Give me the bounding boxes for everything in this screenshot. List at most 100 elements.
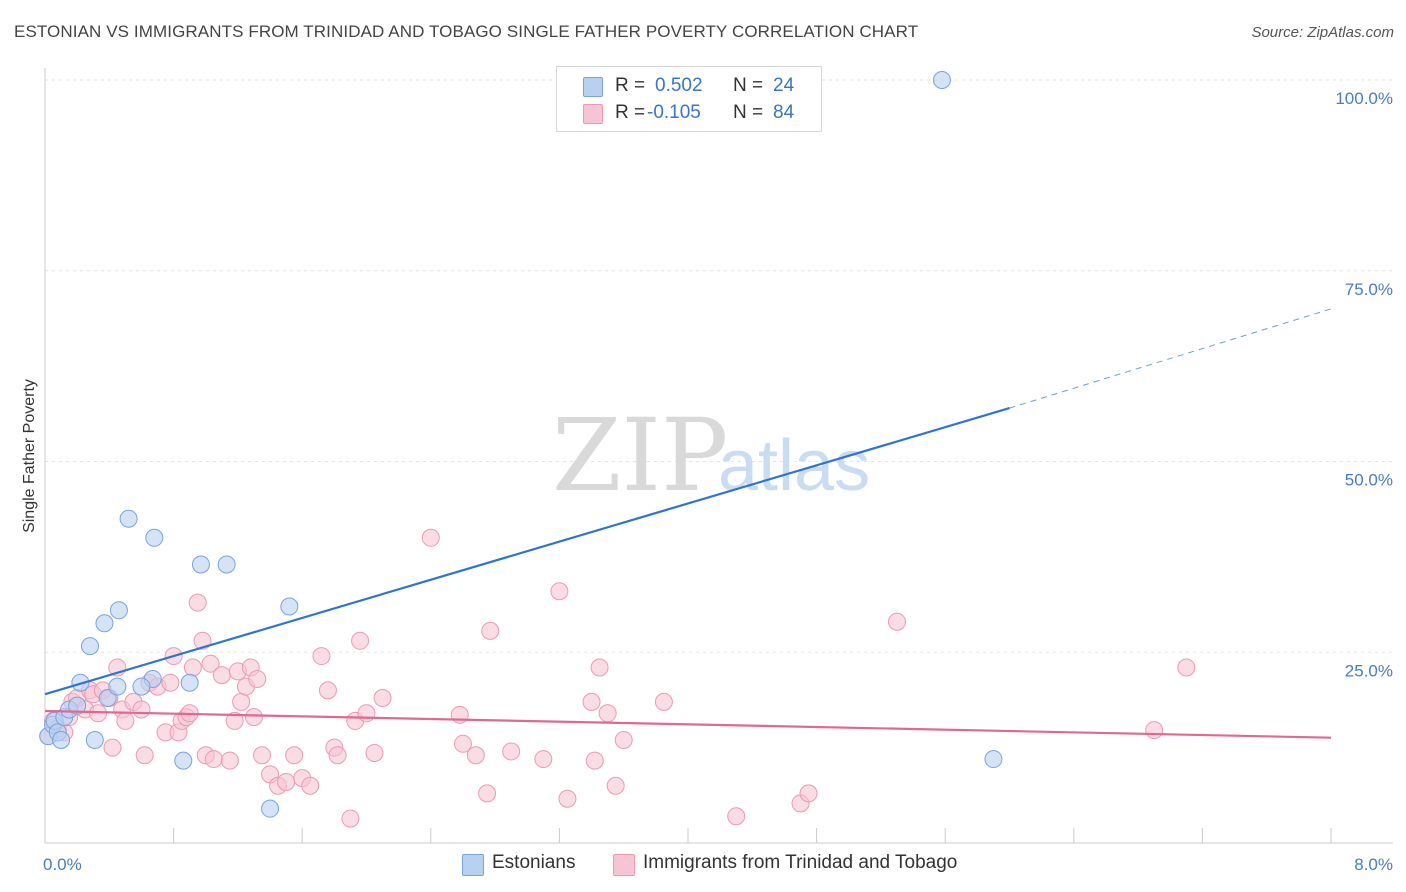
immigrants-point — [328, 746, 347, 765]
y-tick-label: 100.0% — [1335, 89, 1393, 108]
series-immigrants-points — [39, 528, 1196, 828]
immigrants-point — [373, 689, 392, 708]
watermark-zip: ZIP — [552, 397, 728, 514]
immigrants-point — [204, 750, 223, 769]
immigrants-point — [285, 746, 304, 765]
immigrants-point — [161, 673, 180, 692]
immigrants-point — [502, 742, 521, 761]
legend-n-label: N = — [733, 75, 764, 96]
x-tick-label: 0.0% — [43, 855, 82, 874]
immigrants-point — [277, 772, 296, 791]
immigrants-point — [201, 654, 220, 673]
immigrants-point — [727, 807, 746, 826]
y-tick-label: 75.0% — [1345, 280, 1393, 299]
immigrants-point — [212, 666, 231, 685]
legend-r-label: R = — [615, 75, 646, 96]
legend-r-label: R = — [615, 102, 646, 123]
legend-swatch-estonians — [583, 77, 603, 97]
x-tick-label: 8.0% — [1354, 855, 1393, 874]
bottom-legend-label: Immigrants from Trinidad and Tobago — [643, 852, 958, 873]
immigrants-point — [1177, 658, 1196, 677]
bottom-legend-label: Estonians — [492, 852, 576, 873]
estonians-point — [95, 614, 114, 633]
axes — [44, 68, 1393, 844]
estonians-trend-extension — [1009, 308, 1332, 409]
immigrants-point — [421, 528, 440, 547]
series-estonians-points — [39, 71, 1003, 818]
gridlines — [45, 79, 1393, 653]
immigrants-point — [481, 621, 500, 640]
correlation-legend: R = 0.502 N = 24 R = -0.105 N = 84 — [556, 66, 822, 132]
estonians-point — [145, 528, 164, 547]
legend-r-value: -0.105 — [647, 102, 701, 123]
estonians-point — [180, 673, 199, 692]
immigrants-point — [357, 704, 376, 723]
bottom-legend-swatch-estonians — [462, 854, 484, 876]
legend-n-value: 84 — [773, 102, 795, 123]
watermark: ZIP atlas — [552, 397, 870, 514]
immigrants-point — [312, 647, 331, 666]
immigrants-point — [351, 631, 370, 650]
legend-r-value: 0.502 — [655, 75, 703, 96]
immigrants-point — [606, 776, 625, 795]
y-tick-label: 25.0% — [1345, 661, 1393, 680]
estonians-point — [174, 751, 193, 770]
immigrants-point — [614, 730, 633, 749]
estonians-trend-line — [44, 407, 1010, 696]
estonians-point — [984, 750, 1003, 769]
estonians-point — [261, 799, 280, 818]
estonians-point — [52, 730, 71, 749]
immigrants-point — [598, 704, 617, 723]
estonians-point — [109, 601, 128, 620]
immigrants-point — [887, 612, 906, 631]
immigrants-point — [253, 746, 272, 765]
estonians-point — [108, 677, 127, 696]
immigrants-point — [466, 746, 485, 765]
immigrants-point — [103, 738, 122, 757]
estonians-point — [280, 597, 299, 616]
legend-swatch-immigrants — [583, 104, 603, 124]
immigrants-point — [1145, 721, 1164, 740]
y-axis-label: Single Father Poverty — [21, 379, 38, 533]
estonians-point — [85, 730, 104, 749]
immigrants-point — [558, 789, 577, 808]
immigrants-point — [135, 746, 154, 765]
immigrants-trend-line — [44, 709, 1332, 739]
estonians-point — [68, 696, 87, 715]
estonians-point — [191, 555, 210, 574]
estonians-point — [119, 509, 138, 528]
immigrants-point — [582, 692, 601, 711]
bottom-legend-swatch-immigrants — [613, 854, 635, 876]
chart-title: ESTONIAN VS IMMIGRANTS FROM TRINIDAD AND… — [14, 22, 919, 41]
immigrants-point — [365, 743, 384, 762]
legend-n-label: N = — [733, 102, 764, 123]
immigrants-point — [193, 631, 212, 650]
immigrants-point — [188, 593, 207, 612]
legend-n-value: 24 — [773, 75, 795, 96]
immigrants-point — [248, 669, 267, 688]
source-label: Source: ZipAtlas.com — [1251, 24, 1394, 41]
y-tick-labels: 25.0% 50.0% 75.0% 100.0% — [1335, 89, 1393, 680]
immigrants-point — [318, 681, 337, 700]
watermark-atlas: atlas — [718, 426, 870, 506]
immigrants-point — [244, 708, 263, 727]
estonians-point — [217, 555, 236, 574]
immigrants-point — [534, 750, 553, 769]
immigrants-point — [301, 776, 320, 795]
immigrants-point — [341, 809, 360, 828]
immigrants-point — [478, 784, 497, 803]
immigrants-point — [453, 734, 472, 753]
estonians-point — [932, 71, 951, 89]
immigrants-point — [183, 658, 202, 677]
immigrants-point — [232, 692, 251, 711]
immigrants-point — [550, 582, 569, 601]
y-tick-label: 50.0% — [1345, 471, 1393, 490]
immigrants-point — [590, 658, 609, 677]
immigrants-point — [585, 751, 604, 770]
immigrants-point — [116, 711, 135, 730]
immigrants-point — [654, 692, 673, 711]
trend-lines — [44, 308, 1332, 739]
x-tick-labels: 0.0% 8.0% — [43, 855, 1393, 874]
immigrants-point — [225, 711, 244, 730]
